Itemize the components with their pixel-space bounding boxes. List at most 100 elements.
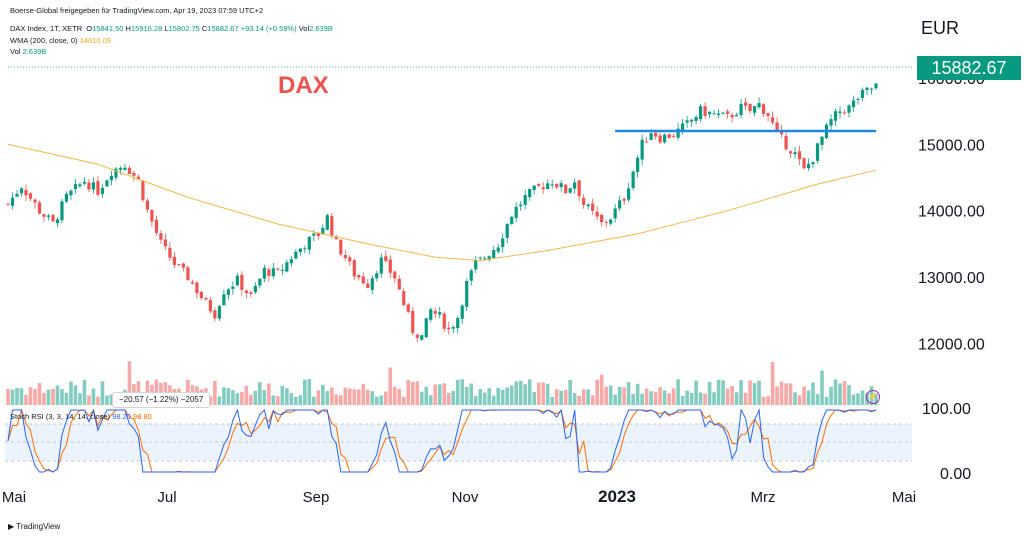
- volume-bar: [748, 380, 752, 405]
- candle-body: [604, 221, 608, 223]
- candle-body: [109, 175, 114, 181]
- volume-bar: [635, 383, 640, 405]
- candle-body: [42, 214, 46, 217]
- volume-bar: [249, 394, 253, 405]
- candle-body: [483, 258, 487, 260]
- volume-bar: [523, 384, 528, 405]
- candle-body: [123, 167, 127, 170]
- volume-bar: [19, 388, 24, 405]
- volume-bar: [622, 387, 626, 405]
- candle-body: [402, 291, 406, 305]
- candle-body: [681, 123, 685, 131]
- volume-bar: [334, 394, 339, 405]
- candle-body: [469, 270, 473, 281]
- candle-body: [352, 260, 356, 277]
- candle-body: [586, 204, 590, 207]
- candle-body: [577, 180, 581, 197]
- candle-body: [307, 236, 311, 250]
- volume-bar: [581, 389, 586, 405]
- candle-body: [649, 133, 653, 140]
- candle-body: [118, 167, 123, 170]
- candle-body: [69, 190, 73, 196]
- candle-body: [654, 132, 658, 137]
- candle-body: [487, 256, 491, 260]
- candle-body: [366, 283, 370, 288]
- volume-bar: [626, 382, 631, 405]
- volume-bar: [788, 383, 793, 405]
- volume-bar: [833, 379, 838, 405]
- candle-body: [271, 268, 275, 277]
- volume-bar: [91, 388, 96, 405]
- y-tick-label: 14000.00: [918, 204, 985, 221]
- volume-bar: [725, 388, 730, 405]
- volume-bar: [806, 390, 811, 405]
- candle-body: [456, 318, 460, 329]
- volume-bar: [482, 392, 487, 405]
- candle-body: [15, 193, 19, 197]
- candle-body: [303, 248, 307, 250]
- candle-body: [285, 262, 289, 272]
- candle-body: [770, 117, 775, 123]
- candle-body: [514, 206, 518, 218]
- candle-body: [379, 257, 383, 274]
- volume-bar: [550, 396, 554, 405]
- volume-bar: [802, 386, 806, 405]
- candle-body: [150, 209, 154, 222]
- candle-body: [420, 335, 424, 340]
- volume-bar: [599, 374, 604, 405]
- volume-bar: [653, 391, 658, 405]
- volume-bar: [298, 395, 303, 405]
- volume-bar: [595, 379, 599, 405]
- volume-bar: [514, 381, 519, 405]
- tradingview-logo[interactable]: ▶ TradingView: [8, 522, 61, 531]
- volume-bar: [572, 393, 577, 405]
- volume-bar: [820, 370, 824, 405]
- volume-bar: [577, 395, 581, 405]
- volume-bar: [419, 391, 424, 405]
- candle-body: [213, 310, 217, 319]
- candle-body: [208, 299, 212, 312]
- volume-bar: [127, 361, 132, 405]
- lightning-icon[interactable]: ⚡: [866, 390, 880, 404]
- header-line1: Boerse-Global freigegeben für TradingVie…: [10, 6, 264, 15]
- volume-bar: [815, 394, 820, 405]
- volume-bar: [532, 391, 536, 405]
- volume-bar: [721, 380, 725, 405]
- volume-bar: [262, 390, 267, 405]
- candle-body: [24, 190, 28, 196]
- candle-body: [672, 136, 676, 138]
- crosshair-tooltip: −20.57 (−1.22%) −2057: [112, 392, 211, 408]
- wma-line: [7, 143, 877, 262]
- candle-body: [10, 197, 15, 206]
- volume-bar: [24, 394, 28, 405]
- volume-bar: [226, 388, 231, 405]
- candle-body: [609, 219, 613, 224]
- candle-body: [438, 312, 442, 315]
- candle-body: [595, 211, 599, 217]
- volume-bar: [491, 395, 496, 405]
- header-ohlc: DAX Index, 1T, XETR O15841.50 H15916.28 …: [10, 24, 333, 33]
- candle-body: [177, 264, 181, 266]
- candle-body: [447, 327, 451, 330]
- volume-bar: [276, 396, 280, 405]
- tv-icon: ▶: [8, 522, 15, 531]
- volume-bar: [55, 385, 60, 405]
- candle-body: [186, 267, 190, 281]
- candle-body: [694, 117, 698, 121]
- candle-body: [519, 204, 523, 207]
- candle-body: [361, 276, 365, 284]
- volume-bar: [433, 384, 438, 405]
- candle-body: [707, 111, 712, 115]
- candle-body: [73, 184, 78, 189]
- volume-bar: [518, 380, 523, 405]
- volume-bar: [397, 388, 402, 405]
- volume-bar: [100, 381, 105, 405]
- candle-body: [343, 255, 347, 259]
- volume-bar: [460, 379, 465, 405]
- candle-body: [100, 187, 105, 194]
- stoch-tick-0: 0.00: [940, 466, 971, 483]
- candle-body: [528, 189, 532, 198]
- volume-bar: [285, 388, 289, 405]
- volume-bar: [37, 383, 42, 405]
